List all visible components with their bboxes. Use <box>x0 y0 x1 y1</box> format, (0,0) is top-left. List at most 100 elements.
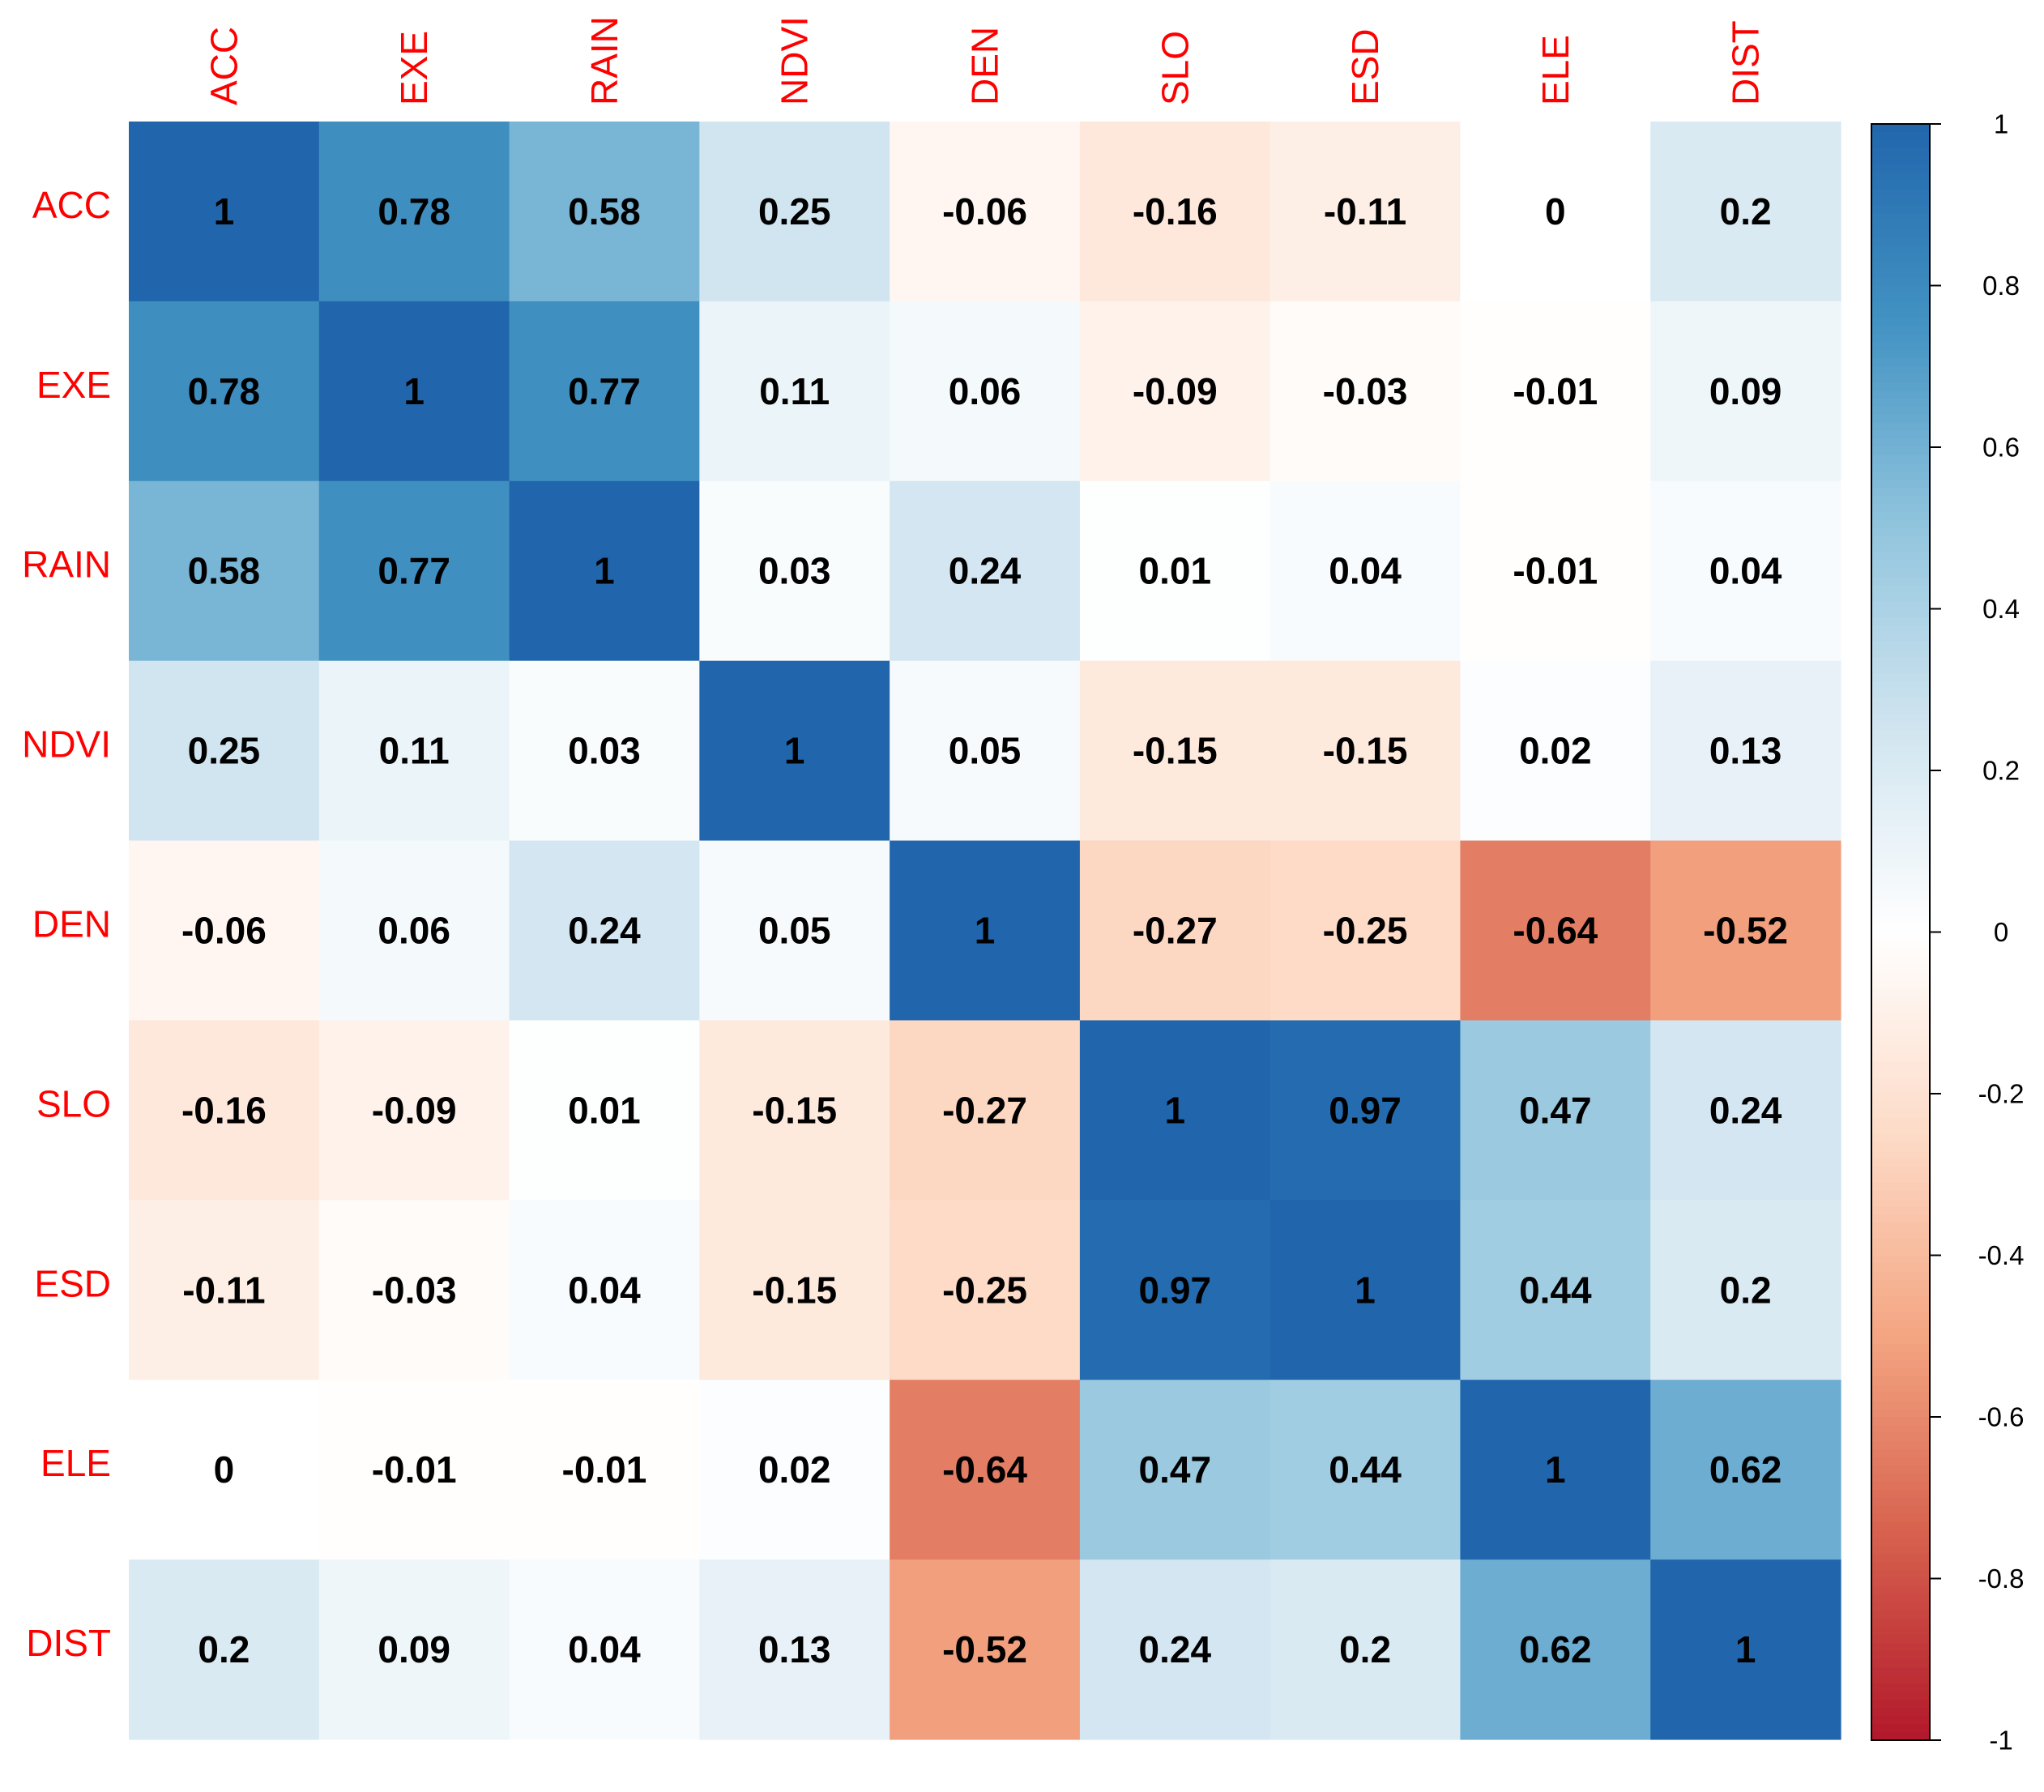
colorbar-gradient-segment <box>1871 899 1930 909</box>
colorbar-gradient-segment <box>1871 608 1930 618</box>
cell-value-dist-exe: 0.09 <box>378 1628 450 1670</box>
heatmap-cell-dist-exe <box>318 1559 510 1740</box>
cell-value-exe-dist: 0.09 <box>1709 370 1782 412</box>
heatmap-cell-rain-rain <box>509 480 700 662</box>
colorbar-gradient-segment <box>1871 1546 1930 1555</box>
colorbar-tick-label: -0.4 <box>1978 1240 2025 1270</box>
colorbar-gradient-segment <box>1871 212 1930 222</box>
colorbar-gradient-segment <box>1871 1190 1930 1200</box>
colorbar-gradient-segment <box>1871 1724 1930 1733</box>
colorbar-gradient-segment <box>1871 778 1930 787</box>
colorbar-gradient-segment <box>1871 188 1930 198</box>
colorbar-gradient-segment <box>1871 1336 1930 1345</box>
colorbar-gradient-segment <box>1871 1061 1930 1070</box>
heatmap-cell-acc-esd <box>1269 122 1462 302</box>
colorbar-gradient-segment <box>1871 1352 1930 1361</box>
colorbar-gradient-segment <box>1871 1133 1930 1143</box>
row-label-den: DEN <box>32 903 111 945</box>
colorbar-gradient-segment <box>1871 1094 1930 1103</box>
heatmap-cell-dist-ndvi <box>699 1559 890 1740</box>
colorbar-gradient-segment <box>1871 1562 1930 1572</box>
colorbar-gradient-segment <box>1871 479 1930 489</box>
column-label-slo: SLO <box>1154 31 1196 105</box>
cell-value-exe-den: 0.06 <box>949 370 1022 412</box>
cell-value-ele-dist: 0.62 <box>1709 1449 1782 1491</box>
heatmap-cell-esd-rain <box>509 1200 700 1380</box>
colorbar-gradient-segment <box>1871 1417 1930 1426</box>
colorbar-gradient-segment <box>1871 471 1930 480</box>
colorbar-gradient-segment <box>1871 1409 1930 1418</box>
cell-value-den-exe: 0.06 <box>378 910 450 952</box>
colorbar-gradient-segment <box>1871 1239 1930 1248</box>
heatmap-cell-exe-ndvi <box>699 301 890 482</box>
colorbar-gradient-segment <box>1871 1611 1930 1619</box>
colorbar-gradient-segment <box>1871 1053 1930 1062</box>
colorbar-gradient-segment <box>1871 1271 1930 1281</box>
cell-value-ele-acc: 0 <box>214 1449 235 1491</box>
colorbar-gradient-segment <box>1871 649 1930 658</box>
colorbar-tick-label: 0.8 <box>1982 271 2020 301</box>
colorbar-gradient-segment <box>1871 487 1930 497</box>
colorbar-gradient-segment <box>1871 139 1930 149</box>
heatmap-cell-den-den <box>890 840 1081 1022</box>
row-labels: ACC EXE RAIN NDVI DEN SLO ESD ELE DIST <box>22 184 111 1664</box>
heatmap-cell-dist-rain <box>509 1559 700 1740</box>
cell-value-slo-den: -0.27 <box>942 1089 1027 1131</box>
colorbar-gradient-segment <box>1871 124 1930 133</box>
colorbar-gradient-segment <box>1871 285 1930 295</box>
heatmap-cells <box>129 122 1841 1740</box>
colorbar-gradient-segment <box>1871 1174 1930 1184</box>
colorbar-gradient-segment <box>1871 964 1930 973</box>
heatmap-cell-exe-slo <box>1079 301 1271 482</box>
heatmap-cell-esd-den <box>890 1200 1081 1380</box>
colorbar-gradient-segment <box>1871 1570 1930 1580</box>
colorbar-gradient-segment <box>1871 1013 1930 1022</box>
colorbar-gradient-segment <box>1871 503 1930 513</box>
heatmap-cell-den-dist <box>1650 840 1841 1022</box>
cell-value-dist-den: -0.52 <box>942 1628 1027 1670</box>
cell-value-rain-acc: 0.58 <box>188 550 261 592</box>
colorbar-gradient-segment <box>1871 1586 1930 1596</box>
cell-value-ele-ndvi: 0.02 <box>758 1449 831 1491</box>
heatmap-cell-dist-ele <box>1460 1559 1651 1740</box>
colorbar-gradient-segment <box>1871 1449 1930 1458</box>
colorbar-gradient-segment <box>1871 1263 1930 1273</box>
cell-value-dist-rain: 0.04 <box>568 1628 641 1670</box>
cell-value-den-dist: -0.52 <box>1703 910 1788 952</box>
cell-value-exe-ndvi: 0.11 <box>759 370 830 412</box>
colorbar-gradient-segment <box>1871 390 1930 399</box>
heatmap-cell-acc-den <box>890 122 1081 302</box>
cell-value-ndvi-slo: -0.15 <box>1133 730 1218 772</box>
colorbar-gradient-segment <box>1871 1602 1930 1611</box>
colorbar-gradient-segment <box>1871 810 1930 820</box>
heatmap-cell-den-acc <box>129 840 320 1022</box>
colorbar-gradient-segment <box>1871 1513 1930 1523</box>
colorbar-gradient-segment <box>1871 584 1930 594</box>
heatmap-cell-acc-ele <box>1460 122 1651 302</box>
cell-value-exe-slo: -0.09 <box>1133 370 1218 412</box>
column-label-rain: RAIN <box>583 16 625 105</box>
colorbar-tick-label: 0.6 <box>1982 433 2020 463</box>
colorbar-gradient-segment <box>1871 1465 1930 1474</box>
cell-value-ndvi-ndvi: 1 <box>784 730 805 772</box>
row-label-slo: SLO <box>36 1082 111 1124</box>
colorbar-gradient-segment <box>1871 746 1930 755</box>
colorbar-gradient-segment <box>1871 1222 1930 1232</box>
cell-value-ele-slo: 0.47 <box>1139 1449 1212 1491</box>
colorbar-gradient-segment <box>1871 415 1930 424</box>
colorbar-gradient-segment <box>1871 220 1930 230</box>
heatmap-cell-ndvi-rain <box>509 660 700 842</box>
heatmap-cell-den-esd <box>1269 840 1462 1022</box>
colorbar-gradient-segment <box>1871 463 1930 472</box>
colorbar-gradient-segment <box>1871 802 1930 812</box>
heatmap-cell-exe-exe <box>318 301 510 482</box>
colorbar-gradient-segment <box>1871 269 1930 279</box>
colorbar-gradient-segment <box>1871 1385 1930 1393</box>
colorbar-gradient-segment <box>1871 1295 1930 1304</box>
colorbar-gradient-segment <box>1871 374 1930 383</box>
colorbar-gradient-segment <box>1871 131 1930 141</box>
cell-value-esd-exe: -0.03 <box>372 1269 457 1311</box>
colorbar-gradient-segment <box>1871 681 1930 690</box>
colorbar-gradient-segment <box>1871 245 1930 254</box>
cell-value-den-esd: -0.25 <box>1323 910 1408 952</box>
